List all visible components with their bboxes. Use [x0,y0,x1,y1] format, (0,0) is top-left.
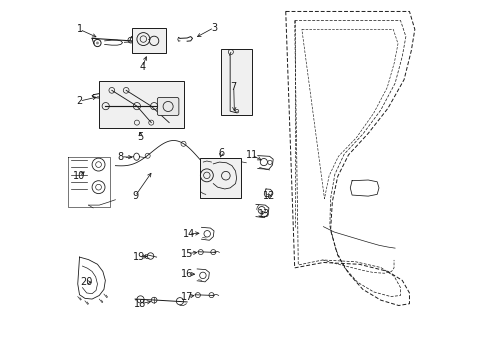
FancyBboxPatch shape [99,81,183,128]
Text: 14: 14 [183,229,195,239]
Text: 8: 8 [118,152,123,162]
Text: 3: 3 [210,23,217,33]
Text: 11: 11 [245,150,257,160]
Text: 10: 10 [73,171,85,181]
Text: 7: 7 [230,82,236,92]
Text: 2: 2 [76,96,82,106]
Text: 15: 15 [181,248,193,258]
Text: 18: 18 [134,299,146,309]
FancyBboxPatch shape [221,49,251,116]
Text: 12: 12 [263,191,275,201]
FancyBboxPatch shape [131,28,165,53]
Text: 1: 1 [76,24,82,35]
Text: 6: 6 [218,148,224,158]
Text: 4: 4 [139,62,145,72]
Text: 9: 9 [132,191,138,201]
Text: 19: 19 [132,252,144,262]
Text: 13: 13 [258,209,270,219]
FancyBboxPatch shape [199,158,241,198]
FancyBboxPatch shape [157,98,179,116]
Circle shape [96,41,99,44]
Text: 16: 16 [181,269,193,279]
Text: 5: 5 [137,132,143,142]
Text: 17: 17 [181,292,193,302]
Text: 20: 20 [81,277,93,287]
